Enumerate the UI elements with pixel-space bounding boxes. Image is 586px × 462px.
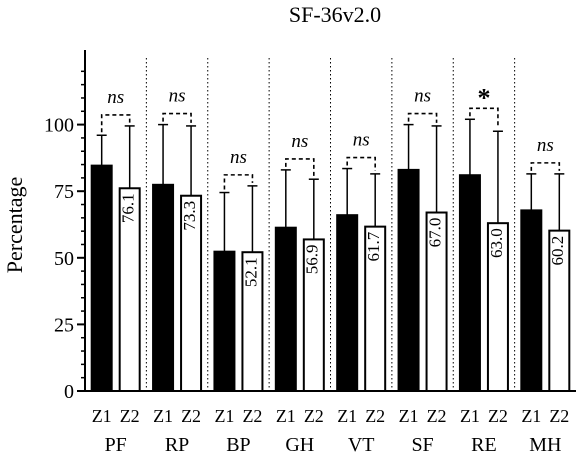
x-category-label: GH bbox=[285, 434, 314, 456]
bar-z1-vt bbox=[336, 214, 359, 392]
bar-value-label: 63.0 bbox=[487, 228, 506, 258]
x-sub-label: Z2 bbox=[427, 406, 447, 426]
significance-bracket bbox=[285, 158, 315, 177]
significance-bracket bbox=[346, 156, 376, 171]
bar-value-label: 66.0 bbox=[336, 220, 355, 250]
bar-value-label: 67.8 bbox=[520, 216, 539, 246]
bar-value-label: 67.0 bbox=[425, 218, 444, 248]
x-sub-label: Z2 bbox=[365, 406, 385, 426]
x-sub-label: Z1 bbox=[399, 406, 419, 426]
bar-value-label: 77.4 bbox=[152, 189, 171, 219]
x-category-label: RE bbox=[471, 434, 497, 456]
bar-z1-bp bbox=[213, 250, 236, 392]
significance-bracket bbox=[223, 174, 254, 190]
significance-bracket bbox=[530, 162, 561, 171]
significance-label: ns bbox=[537, 135, 554, 156]
bar-z2-pf bbox=[118, 187, 141, 392]
bar-z1-pf bbox=[90, 164, 113, 392]
x-category-label: MH bbox=[529, 434, 561, 456]
x-sub-label: Z2 bbox=[488, 406, 508, 426]
significance-label: ns bbox=[169, 86, 186, 107]
x-category-label: SF bbox=[411, 434, 433, 456]
bar-value-label: 83.0 bbox=[397, 175, 416, 205]
bar-value-label: 60.2 bbox=[548, 236, 567, 266]
bar-z1-sf bbox=[397, 168, 420, 392]
chart-title: SF-36v2.0 bbox=[289, 2, 381, 27]
y-tick-label: 50 bbox=[54, 248, 74, 270]
x-category-label: PF bbox=[105, 434, 127, 456]
x-sub-label: Z2 bbox=[549, 406, 569, 426]
y-tick-label: 75 bbox=[54, 181, 74, 203]
bar-value-label: 73.3 bbox=[180, 201, 199, 231]
significance-bracket bbox=[469, 107, 499, 129]
significance-label: ns bbox=[353, 130, 370, 151]
x-category-label: BP bbox=[226, 434, 250, 456]
significance-label: * bbox=[477, 83, 490, 112]
x-sub-label: Z1 bbox=[276, 406, 296, 426]
x-category-label: RP bbox=[165, 434, 189, 456]
y-tick-label: 25 bbox=[54, 314, 74, 336]
bar-z1-mh bbox=[520, 209, 543, 392]
bar-value-label: 76.1 bbox=[119, 193, 138, 223]
x-category-label: VT bbox=[348, 434, 375, 456]
significance-label: ns bbox=[107, 87, 124, 108]
plot-area: 0 25 50 75 100 84.6 Z1 76.1 Z2 PF ns 77.4 Z1 73.3 Z2 RP… bbox=[44, 50, 576, 456]
bar-value-label: 81.0 bbox=[459, 180, 478, 210]
x-sub-label: Z2 bbox=[242, 406, 262, 426]
x-sub-label: Z1 bbox=[521, 406, 541, 426]
x-sub-label: Z2 bbox=[181, 406, 201, 426]
bar-z2-gh bbox=[302, 238, 325, 392]
bar-value-label: 61.3 bbox=[275, 233, 294, 263]
bar-z1-rp bbox=[152, 183, 175, 392]
y-tick-label: 100 bbox=[44, 115, 74, 137]
bar-z2-mh bbox=[548, 229, 571, 392]
x-sub-label: Z2 bbox=[120, 406, 140, 426]
y-axis-label: Percentage bbox=[2, 177, 27, 274]
bar-value-label: 56.9 bbox=[303, 245, 322, 275]
x-sub-label: Z1 bbox=[92, 406, 112, 426]
x-sub-label: Z1 bbox=[214, 406, 234, 426]
bar-z1-re bbox=[458, 174, 481, 392]
y-tick-label: 0 bbox=[64, 381, 74, 403]
bar-value-label: 84.6 bbox=[91, 171, 110, 201]
bar-value-label: 52.1 bbox=[241, 257, 260, 287]
significance-label: ns bbox=[291, 131, 308, 152]
bar-z1-gh bbox=[274, 226, 297, 392]
bar-z2-vt bbox=[364, 225, 387, 392]
x-sub-label: Z1 bbox=[153, 406, 173, 426]
bar-z2-sf bbox=[425, 211, 448, 392]
bar-z2-re bbox=[486, 222, 509, 392]
bar-z2-bp bbox=[241, 251, 264, 392]
significance-bracket bbox=[100, 114, 131, 133]
bar-value-label: 61.7 bbox=[364, 231, 383, 261]
significance-label: ns bbox=[414, 86, 431, 107]
bar-value-label: 52.3 bbox=[213, 257, 232, 287]
x-sub-label: Z1 bbox=[460, 406, 480, 426]
significance-label: ns bbox=[230, 147, 247, 168]
significance-bracket bbox=[162, 112, 192, 123]
significance-bracket bbox=[407, 112, 438, 123]
x-sub-label: Z2 bbox=[304, 406, 324, 426]
x-sub-label: Z1 bbox=[337, 406, 357, 426]
bar-z2-rp bbox=[180, 194, 203, 392]
